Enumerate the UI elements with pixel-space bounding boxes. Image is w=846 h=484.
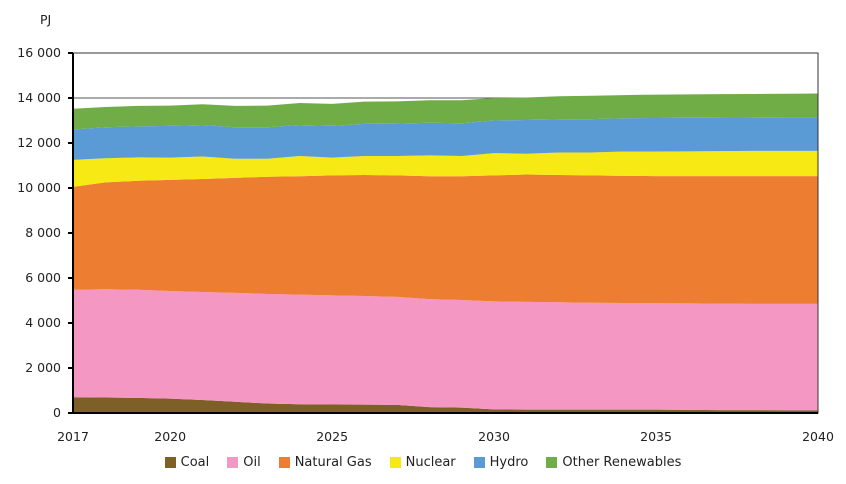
y-tick-label: 10 000: [17, 180, 61, 195]
y-tick-label: 12 000: [17, 135, 61, 150]
y-tick-label: 0: [53, 405, 61, 420]
legend-swatch: [227, 457, 239, 468]
legend: Coal Oil Natural Gas Nuclear Hydro Other Rene…: [0, 455, 846, 470]
y-axis-label: PJ: [40, 12, 51, 27]
legend-swatch: [546, 457, 558, 468]
legend-swatch: [389, 457, 401, 468]
legend-item: Nuclear: [389, 455, 456, 470]
y-tick-label: 6 000: [25, 270, 61, 285]
legend-item: Oil: [227, 455, 261, 470]
stacked-area-chart: PJ 0 2 000 4 000 6 000 8 000 10 000 12 000 14 0…: [17, 12, 834, 444]
area-coal: [73, 397, 818, 413]
legend-item: Natural Gas: [278, 455, 372, 470]
area-hydro: [73, 117, 818, 160]
x-tick-label: 2020: [154, 429, 186, 444]
legend-item: Coal: [164, 455, 210, 470]
y-tick-label: 8 000: [25, 225, 61, 240]
legend-item: Hydro: [473, 455, 529, 470]
legend-label: Other Renewables: [562, 455, 682, 470]
x-tick-label: 2030: [478, 429, 510, 444]
legend-item: Other Renewables: [546, 455, 681, 470]
x-tick-label: 2017: [57, 429, 89, 444]
y-tick-label: 4 000: [25, 315, 61, 330]
legend-swatch: [473, 457, 485, 468]
legend-label: Natural Gas: [294, 455, 372, 470]
legend-swatch: [164, 457, 176, 468]
x-tick-label: 2040: [802, 429, 834, 444]
legend-swatch: [278, 457, 290, 468]
area-other-renewables: [73, 93, 818, 130]
y-tick-label: 16 000: [17, 45, 61, 60]
legend-label: Nuclear: [405, 455, 456, 470]
area-natural-gas: [73, 174, 818, 304]
y-tick-label: 14 000: [17, 90, 61, 105]
area-oil: [73, 289, 818, 411]
y-tick-label: 2 000: [25, 360, 61, 375]
legend-label: Coal: [180, 455, 210, 470]
legend-label: Oil: [243, 455, 261, 470]
x-tick-label: 2025: [316, 429, 348, 444]
x-tick-label: 2035: [640, 429, 672, 444]
legend-label: Hydro: [489, 455, 529, 470]
area-nuclear: [73, 150, 818, 187]
